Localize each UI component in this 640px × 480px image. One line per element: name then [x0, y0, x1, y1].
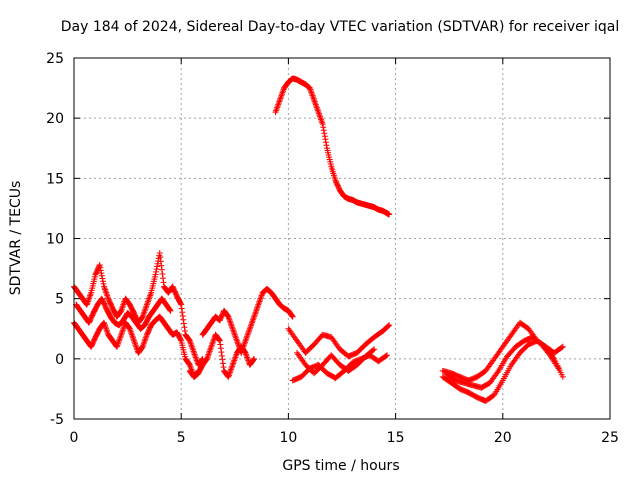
data-point [157, 258, 164, 265]
data-point [219, 356, 226, 363]
data-point [217, 345, 224, 352]
data-point [220, 364, 227, 371]
data-point [382, 352, 389, 359]
data-point [160, 279, 167, 286]
data-point [321, 133, 328, 140]
data-point [153, 266, 160, 273]
data-point [220, 360, 227, 367]
data-point [152, 271, 159, 278]
y-tick-label: 20 [46, 111, 64, 127]
series-midday-upper [285, 322, 393, 360]
data-point [158, 262, 165, 269]
series-afternoon-mid [444, 334, 562, 391]
data-point [98, 270, 105, 277]
data-point [289, 312, 296, 319]
data-point [178, 301, 185, 308]
data-point [167, 307, 174, 314]
data-point [154, 263, 161, 270]
x-tick-label: 5 [177, 430, 186, 446]
series-midday-lower [289, 352, 391, 384]
data-point [153, 268, 160, 275]
data-point [386, 211, 393, 218]
data-point [156, 249, 163, 256]
series-morning-low [186, 331, 258, 380]
series-early-cluster-upper [71, 249, 206, 368]
data-point [320, 124, 327, 131]
series-midday-mid [293, 346, 378, 377]
data-point [371, 346, 378, 353]
x-tick-label: 15 [387, 430, 405, 446]
x-tick-labels: 0 5 10 15 20 25 [70, 430, 619, 446]
x-tick-label: 0 [70, 430, 79, 446]
data-points [71, 75, 566, 404]
data-point [289, 313, 296, 320]
data-point [159, 275, 166, 282]
data-point [99, 275, 106, 282]
data-point [98, 272, 105, 279]
data-point [178, 305, 185, 312]
data-point [558, 344, 565, 351]
data-point [385, 322, 392, 329]
data-point [319, 121, 326, 128]
y-axis-label: SDTVAR / TECUs [8, 181, 24, 296]
data-point [177, 300, 184, 307]
chart-title: Day 184 of 2024, Sidereal Day-to-day VTE… [61, 19, 619, 35]
data-point [181, 324, 188, 331]
y-tick-labels: -5 0 5 10 15 20 25 [46, 51, 64, 428]
data-point [154, 260, 161, 267]
data-point [323, 142, 330, 149]
y-tick-label: 25 [46, 51, 64, 67]
y-tick-label: 10 [46, 232, 64, 248]
data-point [384, 352, 391, 359]
data-point [559, 373, 566, 380]
data-point [218, 349, 225, 356]
plot-frame [73, 57, 611, 420]
data-point [386, 322, 393, 329]
series-high-arc [272, 75, 393, 218]
data-point [216, 337, 223, 344]
data-point [218, 352, 225, 359]
data-point [251, 355, 258, 362]
data-point [181, 328, 188, 335]
data-point [545, 350, 552, 357]
y-tick-label: 15 [46, 171, 64, 187]
x-tick-label: 10 [279, 430, 297, 446]
data-point [100, 280, 107, 287]
data-point [216, 337, 223, 344]
x-tick-label: 25 [601, 430, 619, 446]
grid-lines [74, 58, 610, 419]
data-point [156, 252, 163, 259]
data-point [96, 261, 103, 268]
data-point [559, 343, 566, 350]
y-tick-label: 0 [55, 352, 64, 368]
data-point [180, 320, 187, 327]
data-point [322, 136, 329, 143]
data-point [320, 127, 327, 134]
data-point [217, 341, 224, 348]
data-point [97, 264, 104, 271]
data-point [97, 267, 104, 274]
data-point [177, 336, 184, 343]
x-axis-label: GPS time / hours [282, 458, 399, 474]
data-point [158, 266, 165, 273]
data-point [180, 316, 187, 323]
data-point [99, 278, 106, 285]
series-early-cluster-mid [73, 295, 174, 332]
data-point [555, 365, 562, 372]
data-point [166, 306, 173, 313]
y-tick-label: 5 [55, 292, 64, 308]
data-point [250, 356, 257, 363]
data-point [159, 270, 166, 277]
y-tick-label: -5 [50, 412, 64, 428]
data-point [157, 254, 164, 261]
data-point [322, 139, 329, 146]
data-point [179, 312, 186, 319]
data-point [321, 130, 328, 137]
data-point [179, 309, 186, 316]
data-point [370, 347, 377, 354]
x-tick-label: 20 [494, 430, 512, 446]
